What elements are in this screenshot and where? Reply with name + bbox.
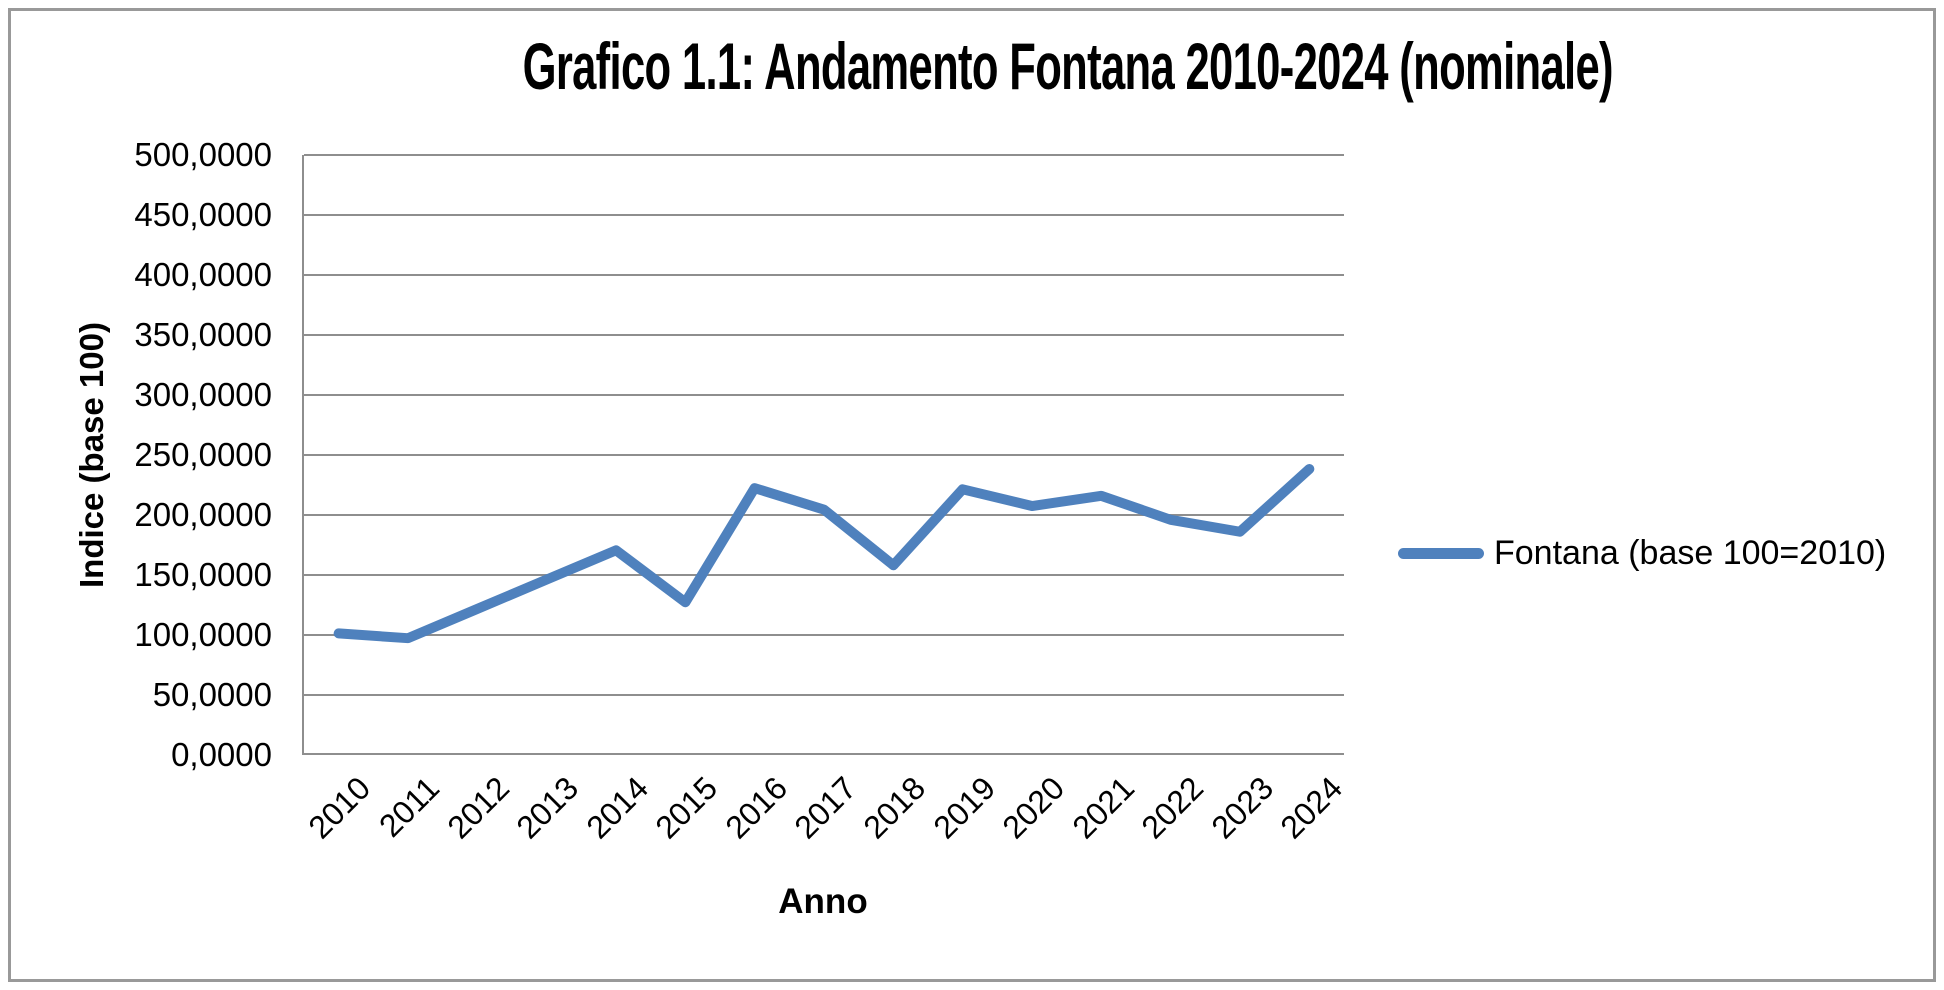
chart-outer-frame (8, 8, 1936, 982)
x-axis-title: Anno (778, 882, 868, 921)
series-line (333, 463, 1315, 644)
gridline (304, 454, 1344, 456)
series-plot (333, 463, 1315, 644)
legend-line-swatch (1398, 548, 1484, 559)
y-tick-label: 0,0000 (171, 736, 272, 773)
y-tick-label: 50,0000 (152, 676, 272, 713)
y-tick-label: 450,0000 (134, 196, 272, 233)
gridline (304, 574, 1344, 576)
y-tick-label: 400,0000 (134, 256, 272, 293)
gridline (304, 154, 1344, 156)
gridline (304, 334, 1344, 336)
gridline (304, 274, 1344, 276)
gridline (304, 634, 1344, 636)
plot-area (302, 154, 1344, 755)
y-tick-label: 350,0000 (134, 316, 272, 353)
gridline (304, 694, 1344, 696)
chart-title: Grafico 1.1: Andamento Fontana 2010-2024… (522, 29, 1614, 103)
y-tick-label: 500,0000 (134, 136, 272, 173)
y-tick-label: 300,0000 (134, 376, 272, 413)
gridline (304, 214, 1344, 216)
legend-label: Fontana (base 100=2010) (1494, 534, 1887, 572)
gridline (304, 394, 1344, 396)
y-tick-label: 150,0000 (134, 556, 272, 593)
y-tick-label: 100,0000 (134, 616, 272, 653)
y-tick-label: 200,0000 (134, 496, 272, 533)
y-tick-label: 250,0000 (134, 436, 272, 473)
